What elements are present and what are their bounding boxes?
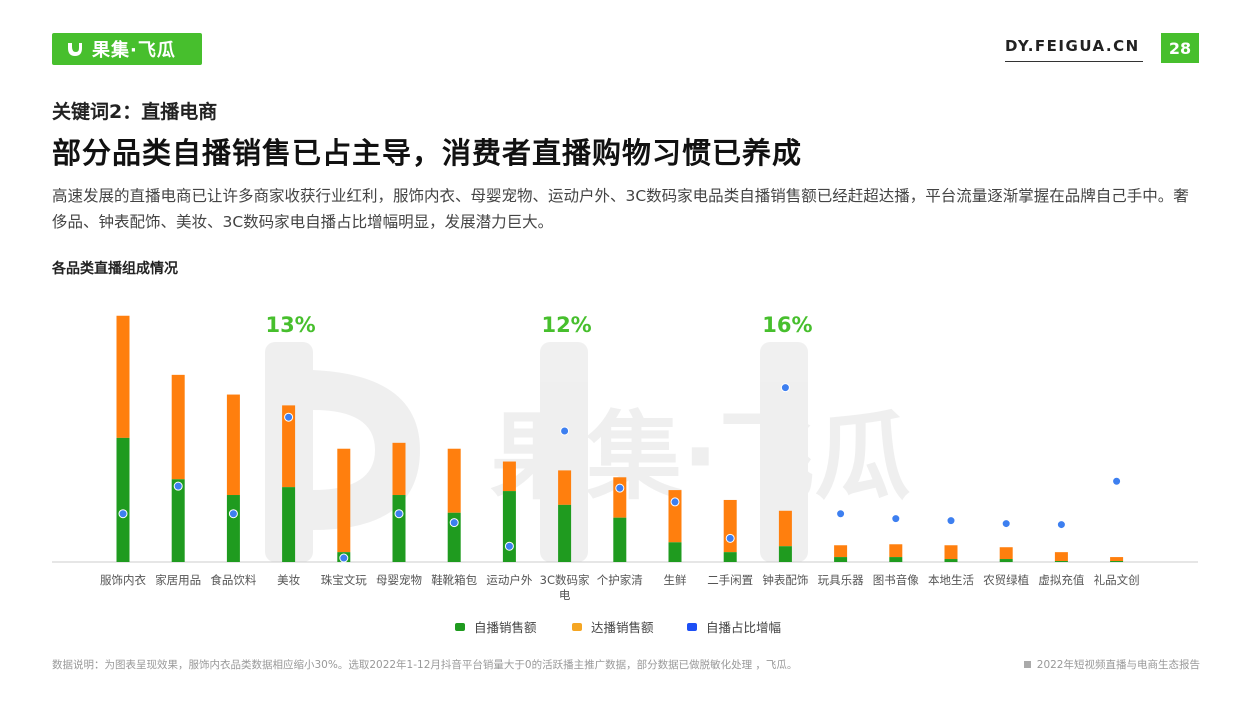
- logo-text: 果集·飞瓜: [92, 40, 176, 61]
- self-sales-bar: [999, 559, 1013, 562]
- x-tick-label: 玩具乐器: [818, 573, 864, 587]
- influencer-sales-bar: [944, 545, 958, 560]
- x-tick-label: 3C数码家电: [540, 573, 590, 602]
- x-tick-label: 二手闲置: [707, 573, 753, 587]
- legend-label: 达播销售额: [591, 620, 654, 635]
- share-increase-dot: [284, 412, 294, 422]
- self-sales-bar: [889, 557, 903, 562]
- share-increase-dot: [946, 516, 956, 526]
- highlight-label: 12%: [541, 313, 591, 337]
- self-sales-bar: [668, 542, 682, 562]
- highlight-label: 16%: [762, 313, 812, 337]
- legend-swatch: [455, 623, 465, 631]
- site-url[interactable]: DY.FEIGUA.CN: [1005, 37, 1140, 55]
- share-increase-dot: [1001, 519, 1011, 529]
- share-increase-dot: [615, 483, 625, 493]
- x-tick-label: 农贸绿植: [983, 573, 1029, 587]
- site-url-underline: [1005, 61, 1143, 62]
- influencer-sales-bar: [613, 477, 627, 518]
- legend-swatch: [687, 623, 697, 631]
- influencer-sales-bar: [778, 510, 792, 547]
- share-increase-dot: [725, 533, 735, 543]
- self-sales-bar: [226, 495, 240, 562]
- self-sales-bar: [944, 559, 958, 562]
- x-tick-label: 本地生活: [928, 573, 974, 587]
- self-sales-bar: [613, 517, 627, 562]
- share-increase-dot: [836, 509, 846, 519]
- self-sales-bar: [1110, 561, 1124, 562]
- legend-swatch: [572, 623, 582, 631]
- x-tick-label: 服饰内衣: [100, 573, 146, 587]
- influencer-sales-bar: [723, 499, 737, 553]
- influencer-sales-bar: [558, 470, 572, 505]
- share-increase-dot: [394, 509, 404, 519]
- influencer-sales-bar: [502, 461, 516, 492]
- x-tick-label: 生鲜: [664, 573, 687, 587]
- data-footnote: 数据说明：为图表呈现效果，服饰内衣品类数据相应缩小30%。选取2022年1-12…: [52, 659, 798, 671]
- self-sales-bar: [502, 491, 516, 562]
- brand-logo: 果集·飞瓜: [52, 33, 202, 65]
- watermark: 果集·飞瓜: [265, 342, 910, 562]
- influencer-sales-bar: [1110, 557, 1124, 562]
- influencer-sales-bar: [171, 374, 185, 480]
- share-increase-dot: [780, 383, 790, 393]
- self-sales-bar: [171, 479, 185, 562]
- share-increase-dot: [1056, 520, 1066, 530]
- share-increase-dot: [228, 509, 238, 519]
- self-sales-bar: [1054, 561, 1068, 562]
- self-sales-bar: [282, 487, 296, 562]
- share-increase-dot: [173, 481, 183, 491]
- influencer-sales-bar: [116, 315, 130, 438]
- page-description: 高速发展的直播电商已让许多商家收获行业红利，服饰内衣、母婴宠物、运动户外、3C数…: [52, 187, 1189, 231]
- x-tick-label: 虚拟充值: [1038, 573, 1084, 587]
- square-bullet-icon: [1023, 661, 1031, 668]
- section-subtitle: 关键词2：直播电商: [52, 101, 218, 123]
- page-title: 部分品类自播销售已占主导，消费者直播购物习惯已养成: [52, 136, 803, 170]
- share-increase-dot: [504, 541, 514, 551]
- influencer-sales-bar: [447, 448, 461, 513]
- x-tick-label: 食品饮料: [210, 573, 256, 587]
- chart-title: 各品类直播组成情况: [52, 261, 178, 277]
- share-increase-dot: [560, 426, 570, 436]
- influencer-sales-bar: [834, 545, 848, 558]
- influencer-sales-bar: [889, 544, 903, 558]
- x-tick-label: 运动户外: [486, 573, 532, 587]
- report-name-text: 2022年短视频直播与电商生态报告: [1036, 659, 1200, 671]
- share-increase-dot: [670, 497, 680, 507]
- legend-label: 自播销售额: [474, 620, 537, 635]
- x-tick-label: 母婴宠物: [376, 573, 422, 587]
- page-number: 28: [1161, 33, 1199, 63]
- influencer-sales-bar: [337, 448, 351, 553]
- self-sales-bar: [392, 495, 406, 562]
- x-tick-label: 礼品文创: [1094, 573, 1140, 587]
- x-tick-label: 美妆: [277, 573, 300, 587]
- watermark-text: 果集·飞瓜: [490, 401, 910, 513]
- x-tick-label: 个护家清: [597, 573, 643, 587]
- legend-label: 自播占比增幅: [706, 620, 781, 635]
- influencer-sales-bar: [392, 442, 406, 496]
- influencer-sales-bar: [1054, 552, 1068, 562]
- share-increase-dot: [339, 553, 349, 563]
- self-sales-bar: [778, 546, 792, 562]
- logo-mark-icon: [68, 43, 82, 56]
- x-tick-label: 家居用品: [155, 573, 201, 587]
- x-tick-label: 图书音像: [873, 573, 919, 587]
- self-sales-bar: [558, 504, 572, 562]
- self-sales-bar: [116, 437, 130, 562]
- self-sales-bar: [834, 557, 848, 562]
- x-tick-label: 钟表配饰: [762, 573, 808, 587]
- share-increase-dot: [891, 514, 901, 524]
- share-increase-dot: [449, 518, 459, 528]
- report-name: 2022年短视频直播与电商生态报告: [1023, 657, 1200, 672]
- share-increase-dot: [118, 509, 128, 519]
- self-sales-bar: [723, 552, 737, 562]
- x-tick-label: 珠宝文玩: [321, 573, 367, 587]
- x-tick-label: 鞋靴箱包: [431, 573, 477, 587]
- highlight-label: 13%: [265, 313, 315, 337]
- influencer-sales-bar: [282, 405, 296, 488]
- influencer-sales-bar: [226, 394, 240, 496]
- influencer-sales-bar: [999, 547, 1013, 560]
- share-increase-dot: [1112, 476, 1122, 486]
